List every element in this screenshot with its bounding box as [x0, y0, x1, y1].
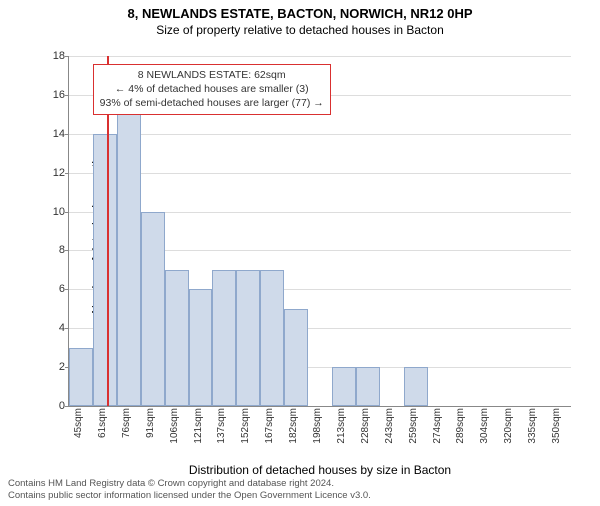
- histogram-bar: [117, 95, 141, 406]
- footer-line-1: Contains HM Land Registry data © Crown c…: [8, 478, 371, 490]
- xtick-label: 137sqm: [216, 408, 227, 458]
- ytick-label: 8: [45, 244, 65, 256]
- plot-area: 02468101214161845sqm61sqm76sqm91sqm106sq…: [68, 56, 571, 407]
- marker-info-box: 8 NEWLANDS ESTATE: 62sqm← 4% of detached…: [93, 64, 331, 115]
- xtick-label: 45sqm: [73, 408, 84, 458]
- ytick-label: 16: [45, 89, 65, 101]
- xtick-label: 152sqm: [240, 408, 251, 458]
- histogram-bar: [260, 270, 284, 406]
- ytick-mark: [65, 56, 69, 57]
- marker-info-line: ← 4% of detached houses are smaller (3): [100, 82, 324, 96]
- ytick-mark: [65, 212, 69, 213]
- histogram-bar: [404, 367, 428, 406]
- marker-info-line: 8 NEWLANDS ESTATE: 62sqm: [100, 68, 324, 82]
- ytick-label: 14: [45, 128, 65, 140]
- ytick-mark: [65, 173, 69, 174]
- xtick-label: 91sqm: [145, 408, 156, 458]
- histogram-bar: [141, 212, 165, 406]
- xtick-label: 335sqm: [527, 408, 538, 458]
- ytick-label: 18: [45, 50, 65, 62]
- xtick-label: 182sqm: [288, 408, 299, 458]
- marker-info-line: 93% of semi-detached houses are larger (…: [100, 96, 324, 110]
- grid-line: [69, 134, 571, 135]
- xtick-label: 121sqm: [193, 408, 204, 458]
- grid-line: [69, 173, 571, 174]
- histogram-bar: [236, 270, 260, 406]
- xtick-label: 350sqm: [551, 408, 562, 458]
- ytick-label: 10: [45, 206, 65, 218]
- xtick-label: 167sqm: [264, 408, 275, 458]
- ytick-label: 6: [45, 283, 65, 295]
- chart-area: 02468101214161845sqm61sqm76sqm91sqm106sq…: [50, 56, 570, 436]
- xtick-label: 320sqm: [503, 408, 514, 458]
- histogram-bar: [332, 367, 356, 406]
- ytick-mark: [65, 134, 69, 135]
- xtick-label: 198sqm: [312, 408, 323, 458]
- xtick-label: 243sqm: [384, 408, 395, 458]
- ytick-label: 0: [45, 400, 65, 412]
- ytick-label: 2: [45, 361, 65, 373]
- histogram-bar: [165, 270, 189, 406]
- histogram-bar: [284, 309, 308, 406]
- xtick-label: 106sqm: [169, 408, 180, 458]
- xtick-label: 259sqm: [408, 408, 419, 458]
- histogram-bar: [69, 348, 93, 406]
- ytick-mark: [65, 289, 69, 290]
- histogram-bar: [189, 289, 213, 406]
- xtick-label: 213sqm: [336, 408, 347, 458]
- ytick-mark: [65, 328, 69, 329]
- histogram-bar: [93, 134, 117, 406]
- x-axis-label: Distribution of detached houses by size …: [69, 463, 571, 477]
- xtick-label: 61sqm: [97, 408, 108, 458]
- xtick-label: 289sqm: [455, 408, 466, 458]
- ytick-mark: [65, 250, 69, 251]
- histogram-bar: [356, 367, 380, 406]
- chart-title-sub: Size of property relative to detached ho…: [0, 23, 600, 37]
- footer-line-2: Contains public sector information licen…: [8, 490, 371, 502]
- xtick-label: 228sqm: [360, 408, 371, 458]
- ytick-label: 4: [45, 322, 65, 334]
- xtick-label: 274sqm: [432, 408, 443, 458]
- ytick-label: 12: [45, 167, 65, 179]
- ytick-mark: [65, 406, 69, 407]
- footer-attribution: Contains HM Land Registry data © Crown c…: [8, 478, 371, 502]
- histogram-bar: [212, 270, 236, 406]
- xtick-label: 76sqm: [121, 408, 132, 458]
- chart-title-main: 8, NEWLANDS ESTATE, BACTON, NORWICH, NR1…: [0, 6, 600, 21]
- xtick-label: 304sqm: [479, 408, 490, 458]
- grid-line: [69, 56, 571, 57]
- ytick-mark: [65, 95, 69, 96]
